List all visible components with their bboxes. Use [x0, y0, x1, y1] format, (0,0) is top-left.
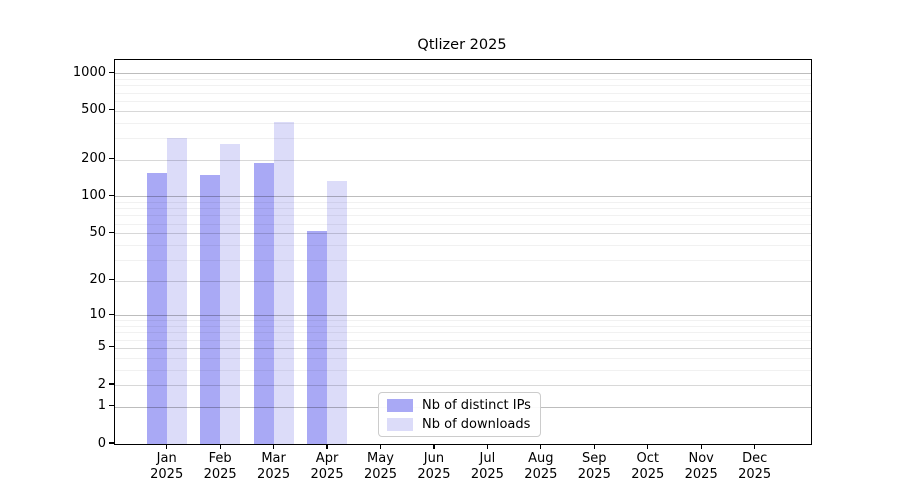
x-tick-mark — [166, 444, 168, 449]
x-tick-label: Sep 2025 — [554, 451, 634, 483]
x-tick-label: Jul 2025 — [447, 451, 527, 483]
plot-area — [114, 59, 812, 445]
x-tick-year: 2025 — [310, 467, 344, 482]
y-tick-mark — [109, 157, 114, 160]
x-tick-label: Oct 2025 — [608, 451, 688, 483]
y-tick-mark — [109, 194, 114, 197]
legend: Nb of distinct IPs Nb of downloads — [378, 392, 541, 437]
chart-title: Qtlizer 2025 — [417, 37, 507, 53]
x-tick-mark — [700, 444, 702, 449]
x-tick-label: Feb 2025 — [180, 451, 260, 483]
y-tick-mark — [109, 442, 114, 444]
x-tick-label: Mar 2025 — [234, 451, 314, 483]
y-tick-label: 5 — [97, 339, 106, 355]
x-tick-year: 2025 — [738, 467, 772, 482]
bar-distinct-ips — [253, 162, 274, 444]
x-tick-label: Nov 2025 — [661, 451, 741, 483]
bars-layer — [115, 60, 811, 444]
y-tick-mark — [109, 383, 114, 385]
y-tick-mark — [109, 108, 114, 111]
y-tick-label: 200 — [81, 151, 106, 167]
x-tick-mark — [754, 444, 756, 449]
y-tick-mark — [109, 346, 114, 348]
y-tick-mark — [109, 313, 114, 315]
y-tick-label: 2 — [97, 376, 106, 392]
y-tick-mark — [109, 279, 114, 281]
y-tick-label: 0 — [97, 435, 106, 451]
y-tick-mark — [109, 405, 114, 407]
x-tick-mark — [486, 444, 488, 449]
x-tick-mark — [379, 444, 382, 449]
x-tick-label: Jun 2025 — [394, 451, 474, 483]
bar-distinct-ips — [146, 173, 167, 444]
bar-distinct-ips — [200, 175, 221, 444]
bar-distinct-ips — [307, 231, 328, 444]
x-tick-year: 2025 — [417, 467, 451, 482]
bar-downloads — [327, 181, 348, 444]
x-tick-year: 2025 — [363, 467, 398, 482]
x-tick-label: Apr 2025 — [287, 451, 367, 483]
x-tick-label: Dec 2025 — [715, 451, 795, 483]
bar-downloads — [220, 144, 241, 444]
x-tick-year: 2025 — [684, 467, 718, 482]
x-tick-year: 2025 — [631, 467, 665, 482]
y-tick-label: 1 — [97, 398, 106, 414]
x-tick-year: 2025 — [577, 467, 611, 482]
x-tick-mark — [593, 444, 595, 449]
y-tick-mark — [109, 231, 114, 233]
downloads-swatch-icon — [387, 417, 413, 431]
x-tick-year: 2025 — [470, 467, 504, 482]
y-tick-label: 50 — [89, 224, 106, 240]
distinct-ips-swatch-icon — [387, 398, 413, 412]
y-tick-label: 100 — [81, 187, 106, 203]
x-tick-mark — [326, 444, 328, 449]
legend-entry-distinct-ips: Nb of distinct IPs — [387, 398, 532, 413]
legend-entry-downloads: Nb of downloads — [387, 417, 532, 432]
bar-downloads — [166, 137, 187, 444]
y-tick-label: 10 — [89, 306, 106, 322]
x-tick-label: Jan 2025 — [127, 451, 207, 483]
bar-downloads — [273, 121, 294, 444]
y-tick-label: 500 — [81, 102, 106, 118]
x-tick-year: 2025 — [524, 467, 558, 482]
x-tick-year: 2025 — [257, 467, 291, 482]
y-tick-label: 1000 — [72, 64, 106, 80]
x-tick-mark — [647, 444, 649, 449]
legend-label-downloads: Nb of downloads — [422, 416, 531, 432]
x-tick-year: 2025 — [150, 467, 184, 482]
x-tick-year: 2025 — [203, 467, 237, 482]
x-tick-mark — [433, 444, 435, 449]
legend-label-distinct-ips: Nb of distinct IPs — [422, 397, 531, 413]
y-tick-label: 20 — [89, 272, 106, 288]
y-tick-mark — [109, 71, 114, 74]
x-tick-label: Aug 2025 — [501, 451, 581, 483]
x-tick-mark — [273, 444, 275, 449]
x-tick-mark — [540, 444, 542, 449]
x-tick-label: May 2025 — [341, 451, 421, 483]
x-tick-mark — [219, 444, 221, 449]
